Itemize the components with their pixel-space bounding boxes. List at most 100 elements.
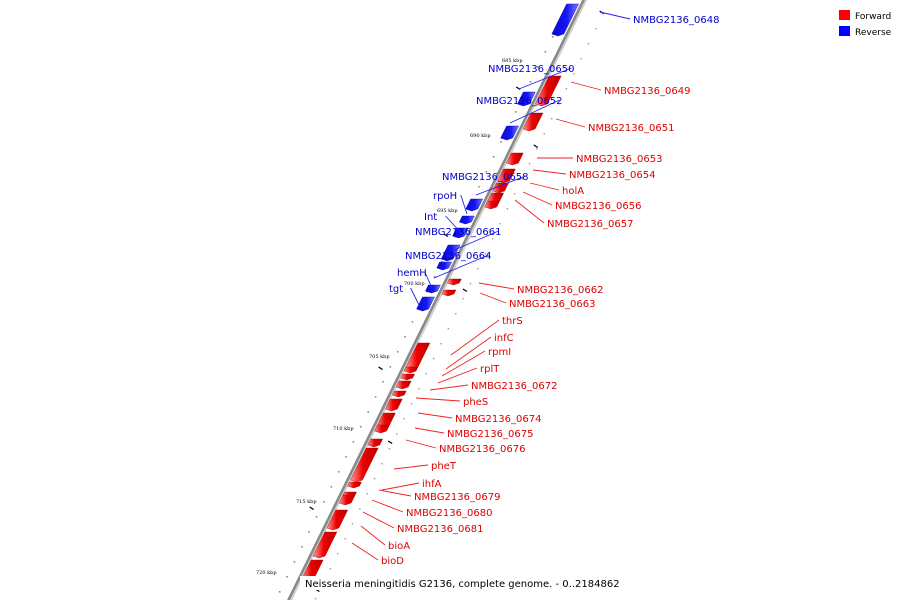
ladder-dash — [387, 440, 393, 445]
gene-label[interactable]: NMBG2136_0652 — [476, 96, 562, 107]
gene-label[interactable]: NMBG2136_0654 — [569, 170, 655, 181]
gene-feature[interactable] — [465, 198, 483, 212]
leader-line — [415, 397, 461, 402]
gene-feature[interactable] — [374, 424, 390, 434]
gene-feature[interactable] — [506, 152, 524, 166]
gene-label[interactable]: NMBG2136_0664 — [405, 251, 491, 262]
gene-label[interactable]: NMBG2136_0658 — [442, 172, 528, 183]
gene-feature[interactable] — [517, 91, 536, 107]
gene-feature[interactable] — [326, 509, 349, 531]
gene-feature[interactable] — [500, 125, 519, 141]
ladder-dot — [278, 591, 281, 593]
gene-label[interactable]: infC — [494, 333, 514, 344]
gene-label[interactable]: NMBG2136_0662 — [517, 285, 603, 296]
gene-feature[interactable] — [395, 380, 412, 390]
ladder-dot — [373, 478, 376, 480]
gene-label[interactable]: NMBG2136_0657 — [547, 219, 633, 230]
leader-line — [460, 194, 468, 215]
gene-label[interactable]: ihfA — [422, 479, 442, 490]
gene-label[interactable]: NMBG2136_0672 — [471, 381, 557, 392]
gene-label[interactable]: NMBG2136_0653 — [576, 154, 662, 165]
gene-label[interactable]: rpmI — [488, 347, 511, 358]
gene-feature[interactable] — [350, 447, 379, 483]
gene-label[interactable]: NMBG2136_0680 — [406, 508, 492, 519]
gene-label[interactable]: NMBG2136_0651 — [588, 123, 674, 134]
gene-feature[interactable] — [416, 296, 435, 312]
ladder-dot — [477, 268, 479, 270]
gene-feature[interactable] — [347, 481, 362, 489]
genome-caption: Neisseria meningitidis G2136, complete g… — [305, 579, 620, 590]
gene-feature[interactable] — [459, 215, 475, 225]
gene-label[interactable]: hemH — [397, 268, 427, 279]
leader-line — [360, 525, 386, 546]
gene-label[interactable]: bioD — [381, 556, 404, 567]
gene-feature[interactable] — [535, 75, 562, 107]
gene-feature[interactable] — [312, 531, 338, 559]
ladder-dot — [514, 111, 517, 113]
gene-feature[interactable] — [385, 398, 403, 412]
gene-feature[interactable] — [400, 373, 415, 381]
gene-features — [301, 3, 579, 583]
ladder-dot — [462, 298, 464, 300]
gene-feature[interactable] — [447, 278, 462, 286]
legend-label-reverse: Reverse — [855, 28, 892, 38]
gene-label[interactable]: NMBG2136_0663 — [509, 299, 595, 310]
gene-label[interactable]: NMBG2136_0675 — [447, 429, 533, 440]
gene-label[interactable]: NMBG2136_0661 — [415, 227, 501, 238]
leader-line — [514, 199, 545, 224]
gene-label[interactable]: rpoH — [433, 191, 457, 202]
ladder-dot — [329, 568, 332, 570]
leader-line — [475, 175, 526, 196]
gene-label[interactable]: tgt — [389, 284, 403, 295]
tick-label: 715 kbp — [296, 499, 317, 505]
ladder-dot — [595, 28, 597, 30]
gene-feature[interactable] — [522, 112, 544, 132]
leader-line — [518, 67, 572, 90]
ladder-dot — [410, 403, 413, 405]
gene-label[interactable]: NMBG2136_0656 — [555, 201, 641, 212]
gene-label[interactable]: pheS — [463, 397, 488, 408]
leader-line — [570, 81, 602, 91]
gene-feature[interactable] — [452, 227, 469, 239]
gene-feature[interactable] — [440, 244, 461, 262]
gene-feature[interactable] — [338, 494, 356, 506]
gene-feature[interactable] — [367, 438, 383, 448]
gene-feature[interactable] — [441, 289, 457, 297]
ladder-dot — [345, 456, 347, 458]
leader-line — [445, 215, 463, 235]
gene-label[interactable]: NMBG2136_0676 — [439, 444, 525, 455]
ladder-dot — [550, 118, 553, 120]
leader-line — [555, 118, 586, 128]
gene-feature[interactable] — [391, 390, 407, 398]
gene-feature[interactable] — [403, 366, 419, 374]
gene-label[interactable]: NMBG2136_0648 — [633, 15, 719, 26]
gene-label[interactable]: NMBG2136_0681 — [397, 524, 483, 535]
ladder-dot — [359, 508, 361, 510]
ladder-dot — [565, 88, 568, 90]
gene-label[interactable]: NMBG2136_0649 — [604, 86, 690, 97]
gene-label[interactable]: holA — [562, 186, 584, 197]
ladder-dot — [455, 313, 457, 315]
ladder-dot — [308, 531, 310, 533]
ladder-dot — [381, 463, 383, 465]
ladder-dot — [360, 426, 362, 428]
gene-feature[interactable] — [497, 168, 516, 184]
gene-label[interactable]: Int — [424, 212, 437, 223]
gene-label[interactable]: NMBG2136_0679 — [414, 492, 500, 503]
leader-line — [451, 230, 499, 252]
gene-label[interactable]: pheT — [431, 461, 457, 472]
gene-label[interactable]: bioA — [388, 541, 410, 552]
gene-label[interactable]: NMBG2136_0650 — [488, 64, 574, 75]
gene-label[interactable]: thrS — [502, 316, 523, 327]
gene-feature[interactable] — [425, 284, 441, 294]
ladder-dash — [309, 506, 315, 511]
gene-label[interactable]: NMBG2136_0674 — [455, 414, 541, 425]
leader-line — [393, 464, 429, 470]
gene-feature[interactable] — [436, 261, 453, 271]
ladder-dot — [432, 358, 435, 360]
gene-feature[interactable] — [484, 200, 501, 210]
gene-label[interactable]: rplT — [480, 364, 500, 375]
gene-feature[interactable] — [551, 3, 579, 37]
